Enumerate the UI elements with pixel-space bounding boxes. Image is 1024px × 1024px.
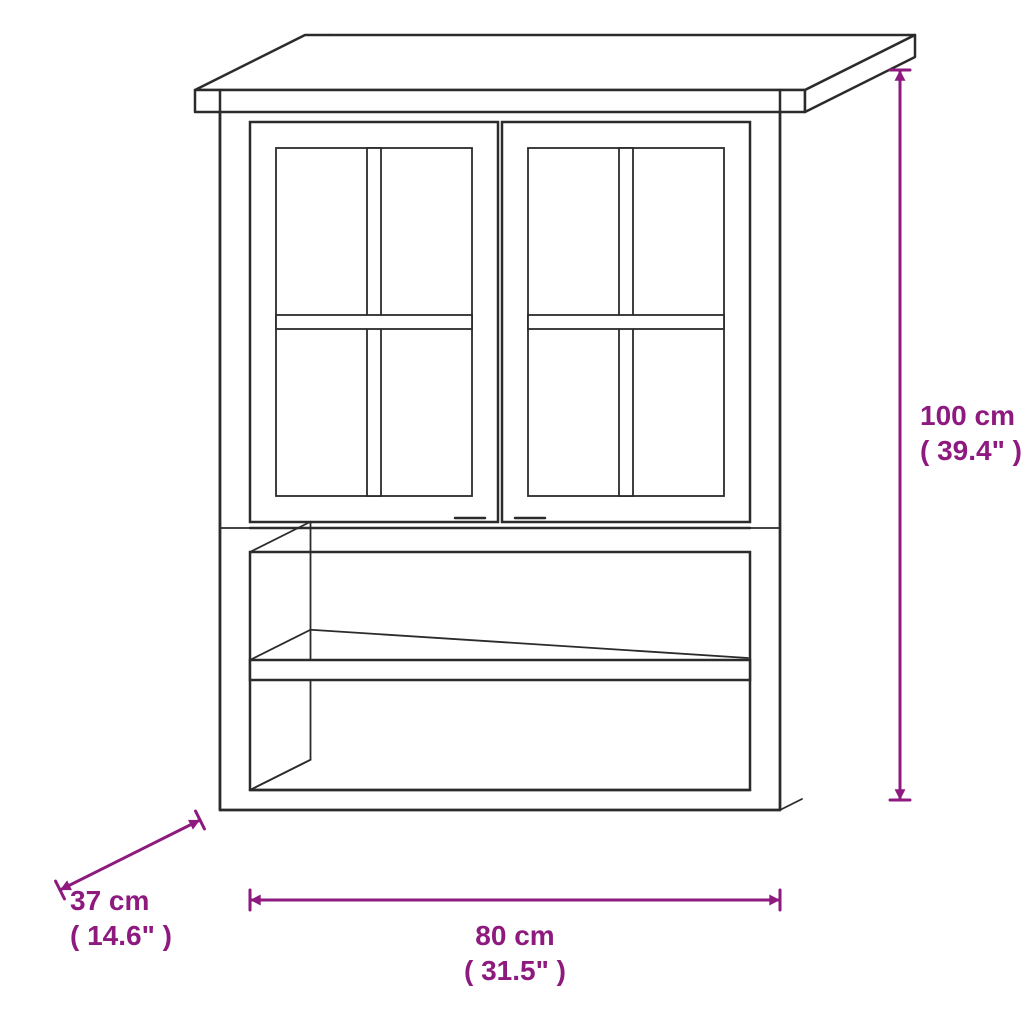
depth-in: ( 14.6" ) — [70, 920, 172, 951]
width-cm: 80 cm — [475, 920, 554, 951]
width-in: ( 31.5" ) — [464, 955, 566, 986]
height-in: ( 39.4" ) — [920, 435, 1022, 466]
depth-cm: 37 cm — [70, 885, 149, 916]
height-cm: 100 cm — [920, 400, 1015, 431]
dimension-diagram: 37 cm ( 14.6" ) 80 cm ( 31.5" ) 100 cm ( 39.4… — [0, 0, 1024, 1024]
